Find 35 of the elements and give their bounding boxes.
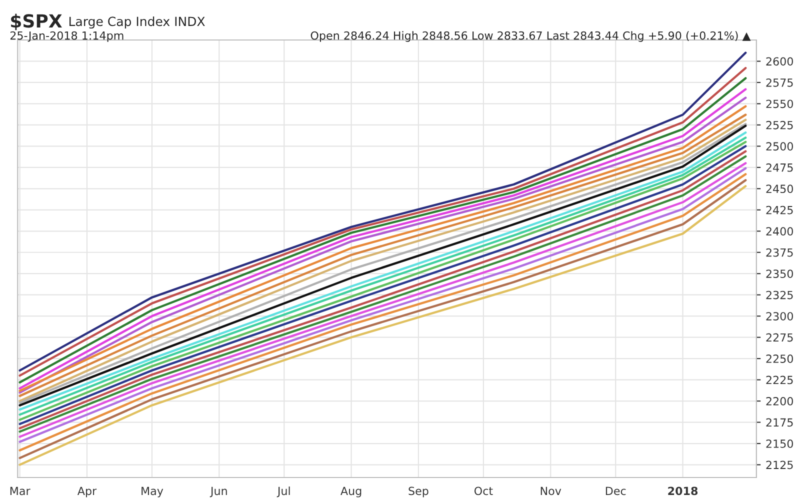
chart-title: $SPX (11, 14, 62, 30)
x-tick-label: Oct (474, 486, 493, 496)
x-tick-label: Nov (540, 486, 562, 496)
y-tick-label: 2575 (766, 78, 793, 87)
annotation: Open 2846.24 High 2848.56 Low 2833.67 Last 2843.44 Chg +5.90 (+0.21%) ▲ (310, 31, 751, 42)
y-tick-label: 2500 (766, 142, 793, 151)
y-tick-label: 2325 (766, 290, 793, 300)
x-tick-label: Jul (276, 486, 290, 498)
y-tick-label: 2600 (766, 57, 793, 66)
x-tick-label: 2018 (668, 486, 698, 496)
y-tick-label: 2550 (766, 100, 793, 108)
y-tick-label: 2425 (766, 206, 793, 214)
y-tick-label: 2125 (766, 460, 793, 470)
y-tick-label: 2275 (766, 333, 793, 342)
y-tick-label: 2350 (766, 270, 793, 278)
y-tick-label: 2150 (766, 439, 793, 448)
y-tick-label: 2400 (766, 227, 793, 236)
y-tick-label: 2250 (766, 354, 793, 363)
y-tick-label: 2375 (766, 248, 793, 257)
x-tick-label: Aug (340, 486, 362, 498)
chart-subtitle: Large Cap Index INDX (69, 16, 205, 29)
x-tick-label: Jun (210, 486, 227, 498)
y-tick-label: 2225 (766, 376, 793, 384)
annotation: 25-Jan-2018 1:14pm (10, 31, 124, 42)
x-tick-label: May (142, 486, 164, 498)
x-tick-label: Apr (77, 486, 97, 498)
x-tick-label: Mar (10, 486, 30, 496)
x-tick-label: Sep (408, 486, 428, 498)
y-tick-label: 2300 (766, 312, 793, 320)
x-tick-label: Dec (606, 486, 626, 496)
y-tick-label: 2200 (766, 397, 793, 406)
y-tick-label: 2525 (766, 120, 793, 130)
y-tick-label: 2475 (766, 163, 793, 172)
y-tick-label: 2450 (766, 184, 793, 194)
y-tick-label: 2175 (766, 418, 793, 427)
